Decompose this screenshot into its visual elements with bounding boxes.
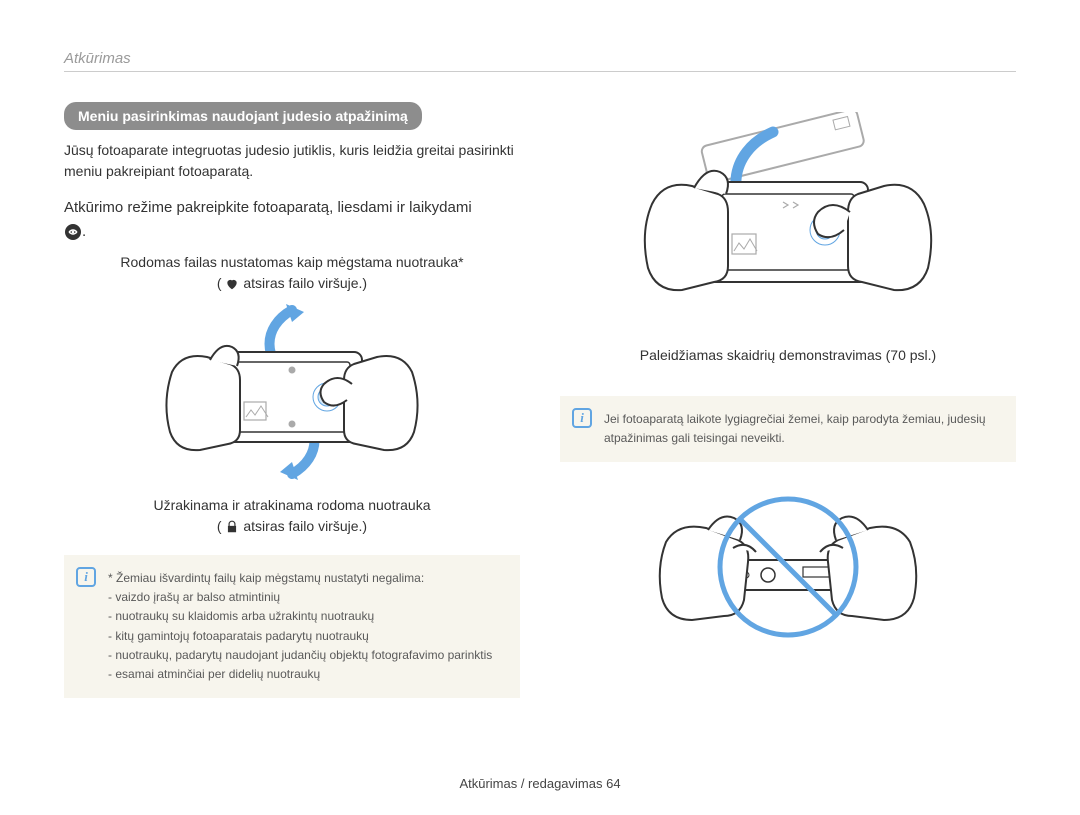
note-box-right: i Jei fotoaparatą laikote lygiagrečiai ž… — [560, 396, 1016, 462]
instruction-text: Atkūrimo režime pakreipkite fotoaparatą,… — [64, 196, 520, 244]
instruction-tail: . — [82, 223, 86, 240]
caption2-line2-suffix: atsiras failo viršuje.) — [243, 518, 367, 534]
section-pill: Meniu pasirinkimas naudojant judesio atp… — [64, 102, 422, 130]
note-item: esamai atminčiai per didelių nuotraukų — [108, 665, 504, 684]
note-icon: i — [76, 567, 96, 587]
note-list: vaizdo įrašų ar balso atmintinių nuotrau… — [108, 588, 504, 684]
caption1-line2-prefix: ( — [217, 275, 222, 291]
caption-1: Rodomas failas nustatomas kaip mėgstama … — [64, 252, 520, 294]
note-lead: * Žemiau išvardintų failų kaip mėgstamų … — [108, 569, 504, 588]
left-column: Meniu pasirinkimas naudojant judesio atp… — [64, 102, 520, 698]
caption-2: Užrakinama ir atrakinama rodoma nuotrauk… — [64, 495, 520, 537]
page-header: Atkūrimas — [64, 50, 1016, 72]
caption-3: Paleidžiamas skaidrių demonstravimas (70… — [560, 345, 1016, 366]
instruction-main: Atkūrimo režime pakreipkite fotoaparatą,… — [64, 199, 472, 216]
note-item: nuotraukų su klaidomis arba užrakintų nu… — [108, 607, 504, 626]
lock-icon — [225, 520, 239, 534]
illustration-prohibited — [560, 482, 1016, 657]
heart-icon — [225, 277, 239, 291]
caption2-line2-prefix: ( — [217, 518, 222, 534]
illustration-tilt-vertical — [64, 302, 520, 487]
caption1-line2-suffix: atsiras failo viršuje.) — [243, 275, 367, 291]
note-icon: i — [572, 408, 592, 428]
caption2-line1: Užrakinama ir atrakinama rodoma nuotrauk… — [153, 497, 430, 513]
right-column: Paleidžiamas skaidrių demonstravimas (70… — [560, 102, 1016, 698]
note-item: vaizdo įrašų ar balso atmintinių — [108, 588, 504, 607]
illustration-tilt-forward — [560, 112, 1016, 337]
content-columns: Meniu pasirinkimas naudojant judesio atp… — [64, 102, 1016, 698]
note-box-left: i * Žemiau išvardintų failų kaip mėgstam… — [64, 555, 520, 698]
page-footer: Atkūrimas / redagavimas 64 — [0, 776, 1080, 791]
motion-icon — [64, 223, 82, 241]
intro-text: Jūsų fotoaparate integruotas judesio jut… — [64, 140, 520, 182]
note-item: nuotraukų, padarytų naudojant judančių o… — [108, 646, 504, 665]
note-item: kitų gamintojų fotoaparatais padarytų nu… — [108, 627, 504, 646]
warning-text: Jei fotoaparatą laikote lygiagrečiai žem… — [604, 412, 986, 445]
caption1-line1: Rodomas failas nustatomas kaip mėgstama … — [120, 254, 463, 270]
